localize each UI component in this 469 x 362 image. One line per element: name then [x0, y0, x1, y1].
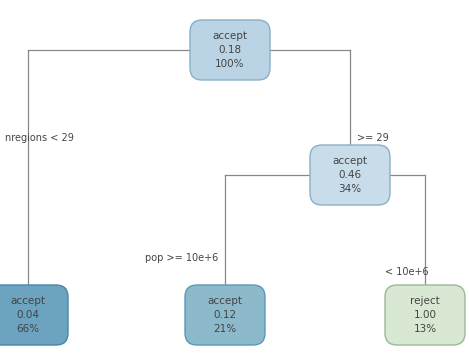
Text: pop >= 10e+6: pop >= 10e+6	[145, 253, 218, 263]
Text: nregions < 29: nregions < 29	[5, 133, 74, 143]
FancyBboxPatch shape	[385, 285, 465, 345]
FancyBboxPatch shape	[0, 285, 68, 345]
FancyBboxPatch shape	[190, 20, 270, 80]
Text: >= 29: >= 29	[357, 133, 389, 143]
FancyBboxPatch shape	[310, 145, 390, 205]
Text: < 10e+6: < 10e+6	[385, 267, 429, 277]
Text: accept
0.46
34%: accept 0.46 34%	[333, 156, 368, 194]
FancyBboxPatch shape	[185, 285, 265, 345]
Text: accept
0.04
66%: accept 0.04 66%	[10, 296, 45, 334]
Text: accept
0.18
100%: accept 0.18 100%	[212, 31, 248, 69]
Text: reject
1.00
13%: reject 1.00 13%	[410, 296, 440, 334]
Text: accept
0.12
21%: accept 0.12 21%	[207, 296, 242, 334]
